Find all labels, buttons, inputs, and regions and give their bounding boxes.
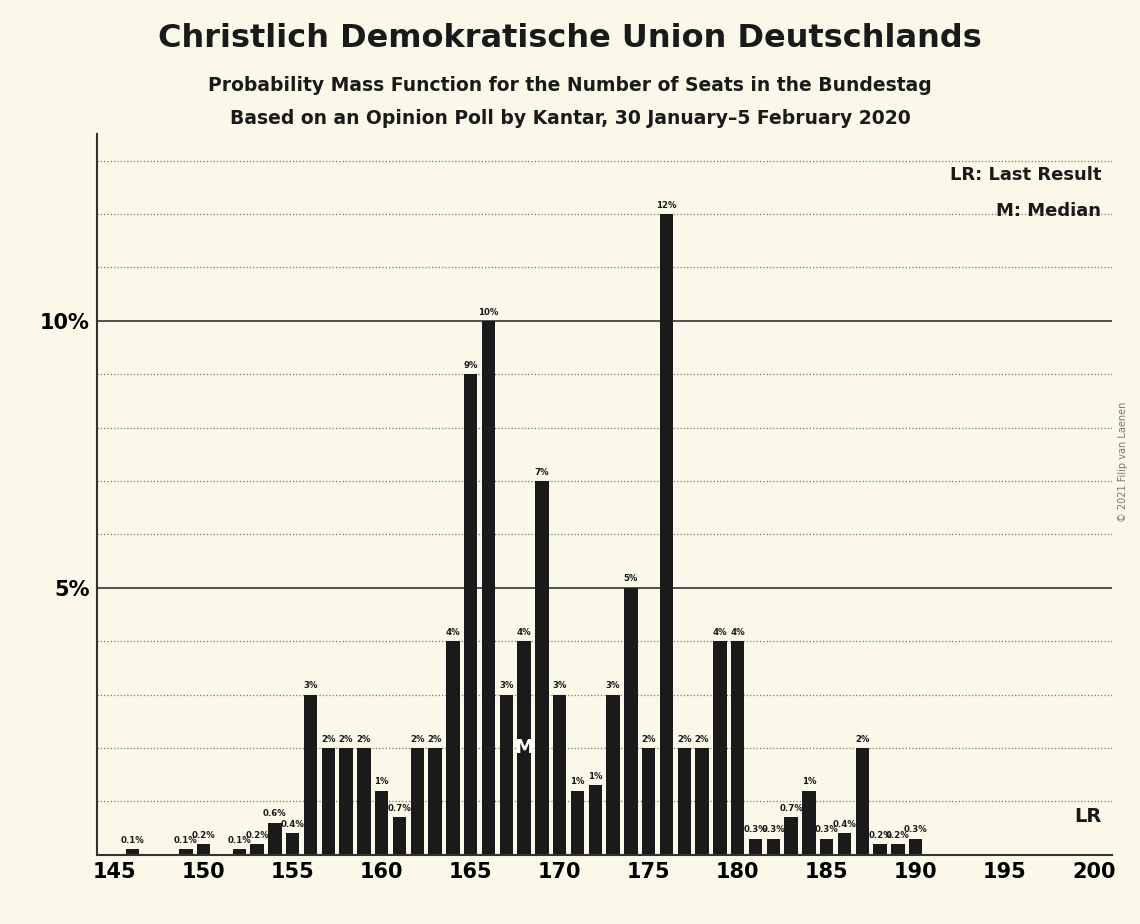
Text: 7%: 7% bbox=[535, 468, 549, 477]
Bar bbox=[410, 748, 424, 855]
Bar bbox=[429, 748, 442, 855]
Bar bbox=[499, 695, 513, 855]
Text: 3%: 3% bbox=[303, 681, 318, 690]
Text: 2%: 2% bbox=[677, 735, 692, 744]
Bar bbox=[553, 695, 567, 855]
Bar bbox=[286, 833, 300, 855]
Bar bbox=[535, 481, 548, 855]
Bar bbox=[749, 839, 763, 855]
Text: Christlich Demokratische Union Deutschlands: Christlich Demokratische Union Deutschla… bbox=[158, 23, 982, 55]
Bar bbox=[606, 695, 620, 855]
Text: 0.7%: 0.7% bbox=[388, 804, 412, 813]
Bar bbox=[482, 321, 495, 855]
Bar bbox=[660, 214, 674, 855]
Bar bbox=[464, 374, 478, 855]
Text: 0.3%: 0.3% bbox=[743, 825, 767, 834]
Text: 0.1%: 0.1% bbox=[174, 836, 197, 845]
Bar bbox=[393, 818, 406, 855]
Text: 0.2%: 0.2% bbox=[245, 831, 269, 840]
Bar bbox=[321, 748, 335, 855]
Bar bbox=[357, 748, 370, 855]
Text: 9%: 9% bbox=[464, 361, 478, 370]
Text: 2%: 2% bbox=[339, 735, 353, 744]
Bar bbox=[625, 588, 637, 855]
Text: 2%: 2% bbox=[855, 735, 870, 744]
Text: 1%: 1% bbox=[801, 777, 816, 786]
Text: 2%: 2% bbox=[357, 735, 372, 744]
Text: 2%: 2% bbox=[695, 735, 709, 744]
Bar bbox=[714, 641, 726, 855]
Text: 4%: 4% bbox=[731, 628, 746, 637]
Bar bbox=[340, 748, 352, 855]
Text: 0.2%: 0.2% bbox=[886, 831, 910, 840]
Bar bbox=[518, 641, 531, 855]
Text: Probability Mass Function for the Number of Seats in the Bundestag: Probability Mass Function for the Number… bbox=[209, 76, 931, 95]
Text: M: Median: M: Median bbox=[996, 202, 1101, 221]
Text: 4%: 4% bbox=[446, 628, 461, 637]
Text: 1%: 1% bbox=[374, 777, 389, 786]
Bar bbox=[695, 748, 709, 855]
Bar bbox=[784, 818, 798, 855]
Bar bbox=[268, 822, 282, 855]
Bar bbox=[179, 849, 193, 855]
Bar bbox=[125, 849, 139, 855]
Bar bbox=[197, 844, 211, 855]
Text: 5%: 5% bbox=[624, 575, 638, 583]
Bar bbox=[571, 791, 584, 855]
Bar bbox=[375, 791, 389, 855]
Bar bbox=[909, 839, 922, 855]
Text: 0.2%: 0.2% bbox=[869, 831, 891, 840]
Bar bbox=[766, 839, 780, 855]
Text: 1%: 1% bbox=[570, 777, 585, 786]
Text: 3%: 3% bbox=[553, 681, 567, 690]
Text: 0.4%: 0.4% bbox=[280, 821, 304, 829]
Bar bbox=[233, 849, 246, 855]
Text: 0.3%: 0.3% bbox=[762, 825, 785, 834]
Text: 3%: 3% bbox=[605, 681, 620, 690]
Text: 0.4%: 0.4% bbox=[832, 821, 856, 829]
Text: 10%: 10% bbox=[479, 308, 498, 317]
Bar bbox=[820, 839, 833, 855]
Text: LR: LR bbox=[1074, 807, 1101, 826]
Text: 4%: 4% bbox=[712, 628, 727, 637]
Text: © 2021 Filip van Laenen: © 2021 Filip van Laenen bbox=[1118, 402, 1127, 522]
Text: 0.7%: 0.7% bbox=[779, 804, 803, 813]
Text: 0.3%: 0.3% bbox=[815, 825, 839, 834]
Text: 2%: 2% bbox=[410, 735, 424, 744]
Text: 0.3%: 0.3% bbox=[904, 825, 928, 834]
Text: LR: Last Result: LR: Last Result bbox=[950, 166, 1101, 185]
Text: 0.1%: 0.1% bbox=[121, 836, 145, 845]
Text: 3%: 3% bbox=[499, 681, 513, 690]
Bar bbox=[588, 785, 602, 855]
Text: 2%: 2% bbox=[428, 735, 442, 744]
Bar bbox=[446, 641, 459, 855]
Bar bbox=[304, 695, 317, 855]
Text: 0.6%: 0.6% bbox=[263, 809, 287, 819]
Bar bbox=[642, 748, 656, 855]
Text: 0.1%: 0.1% bbox=[227, 836, 251, 845]
Text: 4%: 4% bbox=[516, 628, 531, 637]
Text: 0.2%: 0.2% bbox=[192, 831, 215, 840]
Bar bbox=[803, 791, 815, 855]
Bar bbox=[251, 844, 263, 855]
Bar bbox=[856, 748, 869, 855]
Text: Based on an Opinion Poll by Kantar, 30 January–5 February 2020: Based on an Opinion Poll by Kantar, 30 J… bbox=[229, 109, 911, 128]
Text: 2%: 2% bbox=[321, 735, 335, 744]
Text: M: M bbox=[514, 738, 534, 758]
Bar bbox=[838, 833, 852, 855]
Text: 12%: 12% bbox=[657, 201, 677, 210]
Bar bbox=[891, 844, 904, 855]
Bar bbox=[873, 844, 887, 855]
Text: 2%: 2% bbox=[642, 735, 656, 744]
Text: 1%: 1% bbox=[588, 772, 603, 781]
Bar bbox=[731, 641, 744, 855]
Bar bbox=[677, 748, 691, 855]
